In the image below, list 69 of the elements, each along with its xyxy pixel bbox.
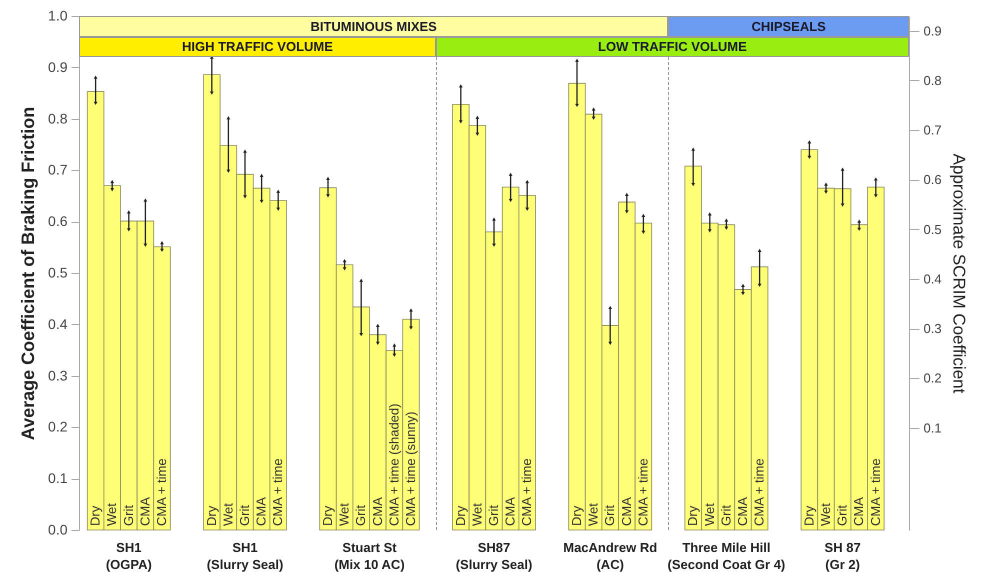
text: Wet xyxy=(586,503,601,526)
x-tick-label: Three Mile Hill (Second Coat Gr 4) xyxy=(668,540,786,572)
text: CMA + time xyxy=(868,458,883,526)
text: CMA xyxy=(254,497,269,526)
y2-tick-label: 0.5 xyxy=(924,222,942,237)
y-tick-label: 0.6 xyxy=(48,213,68,230)
header-box: BITUMINOUS MIXES xyxy=(79,16,668,37)
x-tick-label: SH 87 (Gr 2) xyxy=(824,540,861,572)
header-box: CHIPSEALS xyxy=(668,16,909,37)
text: Grit xyxy=(602,505,618,526)
y-tick-label: 0.8 xyxy=(48,110,68,126)
text: Dry xyxy=(204,506,219,526)
x-tick-label: SH87 (Slurry Seal) xyxy=(456,540,532,572)
y2-tick-label: 0.2 xyxy=(924,370,942,386)
text: Wet xyxy=(702,503,717,526)
text: CMA xyxy=(502,497,518,526)
series-label: Dry xyxy=(569,505,584,526)
x-tick-label: Stuart St (Mix 10 AC) xyxy=(334,540,405,572)
series-label: CMA + time xyxy=(635,458,650,526)
text: Dry xyxy=(801,506,816,526)
y-tick-label: 0.0 xyxy=(48,522,68,538)
y2-tick-label: 0.6 xyxy=(924,172,942,188)
y-axis-title: Average Coefficient of Braking Friction xyxy=(18,106,38,440)
series-label: CMA + time (shaded) xyxy=(386,404,402,526)
series-label: Grit xyxy=(718,504,734,526)
x-tick-label: MacAndrew Rd (AC) xyxy=(563,540,658,572)
text: Wet xyxy=(220,503,236,526)
text: CMA + time xyxy=(752,458,767,526)
series-label: CMA + time (sunny) xyxy=(403,411,418,526)
y-tick-label: 0.4 xyxy=(48,316,68,332)
text: Wet xyxy=(336,503,352,526)
text: Wet xyxy=(818,503,833,526)
y2-tick-label: 0.4 xyxy=(924,271,942,286)
text: Grit xyxy=(120,505,136,526)
text: CMA + time xyxy=(519,458,534,526)
text: Wet xyxy=(104,503,120,526)
text: CMA + time xyxy=(154,458,169,526)
y-tick-label: 0.5 xyxy=(48,264,68,280)
y-tick-label: 1.0 xyxy=(48,8,68,24)
text: CMA xyxy=(735,497,750,526)
text: CMA xyxy=(370,497,385,526)
y-tick-label: 0.7 xyxy=(48,162,68,178)
y2-axis-title: Approximate SCRIM Coefficient xyxy=(950,154,969,394)
text: Dry xyxy=(88,506,103,526)
text: CMA xyxy=(851,497,866,526)
text: Grit xyxy=(486,505,501,526)
series-label: Wet xyxy=(469,502,484,526)
x-tick-label: SH1 (Slurry Seal) xyxy=(206,540,284,572)
y2-tick-label: 0.7 xyxy=(924,122,942,138)
y-tick-label: 0.1 xyxy=(48,470,68,486)
y2-tick-label: 0.1 xyxy=(924,420,942,436)
text: Grit xyxy=(353,505,368,526)
text: Dry xyxy=(320,506,335,526)
y2-tick-label: 0.8 xyxy=(924,73,942,88)
text: CMA + time xyxy=(270,458,286,526)
x-tick-label: SH1 (OGPA) xyxy=(106,540,152,572)
y2-tick-label: 0.9 xyxy=(924,23,942,38)
y-tick-label: 0.2 xyxy=(48,418,68,435)
text: Dry xyxy=(685,506,700,526)
series-label: CMA xyxy=(618,496,634,526)
text: CMA xyxy=(137,497,152,526)
text: Grit xyxy=(237,505,252,526)
text: Dry xyxy=(452,506,468,526)
header-box: LOW TRAFFIC VOLUME xyxy=(436,36,909,58)
y-tick-label: 0.3 xyxy=(48,367,68,384)
y2-tick-label: 0.3 xyxy=(924,321,942,336)
y-tick-label: 0.9 xyxy=(48,58,68,75)
header-box: HIGH TRAFFIC VOLUME xyxy=(79,36,436,58)
text: Grit xyxy=(834,505,850,526)
